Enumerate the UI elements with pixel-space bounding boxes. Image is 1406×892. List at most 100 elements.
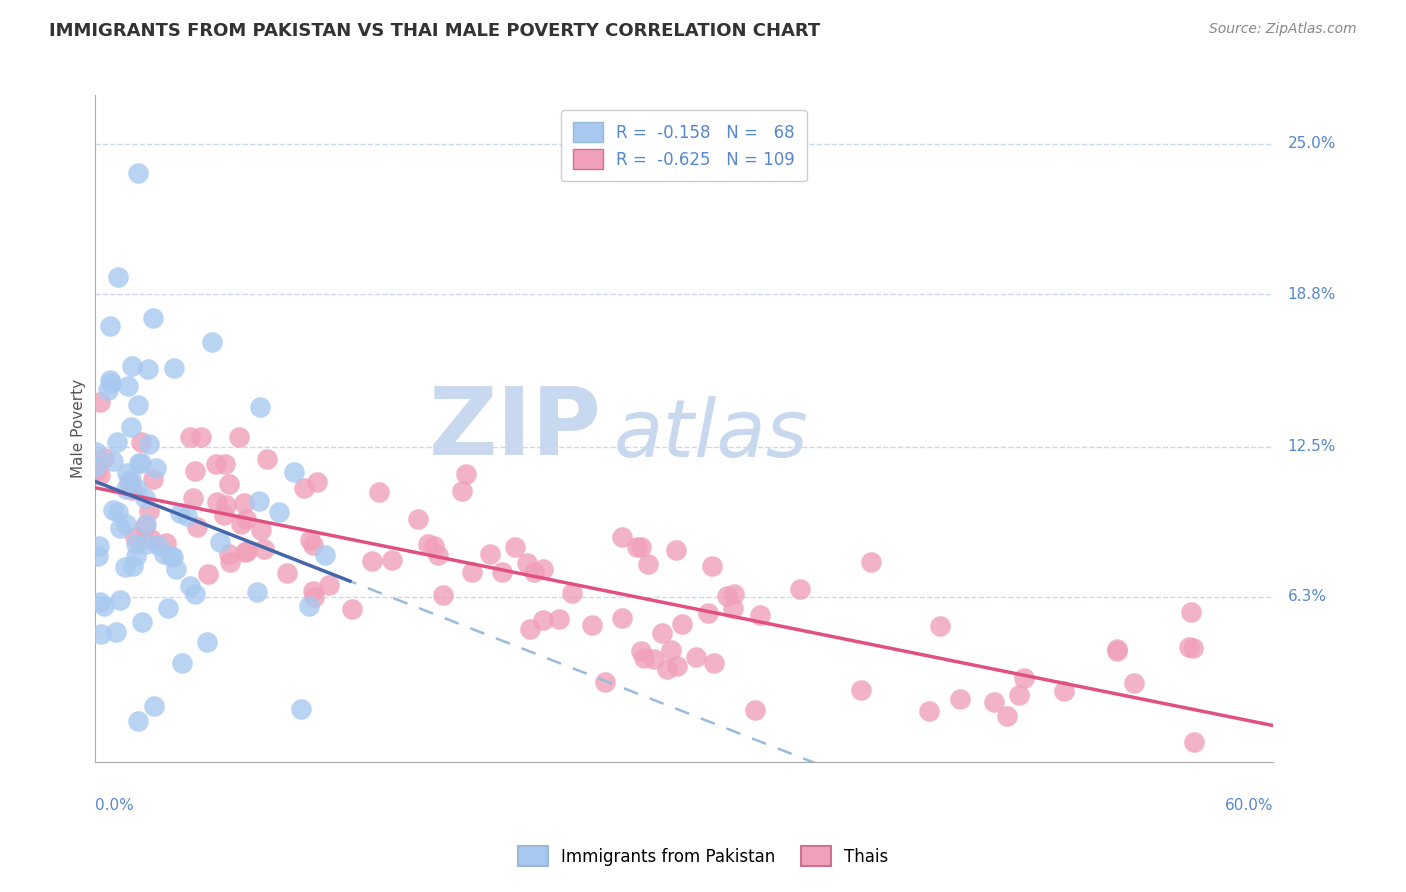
Point (235, 512, 257, 526)
Point (307, 475, 329, 490)
Point (162, 549, 184, 564)
Point (162, 361, 184, 376)
Point (212, 508, 235, 523)
Point (152, 548, 174, 562)
Point (208, 534, 231, 549)
Point (125, 482, 148, 496)
Point (292, 482, 315, 496)
Point (702, 559, 724, 574)
Point (232, 496, 254, 510)
Point (418, 537, 440, 551)
Point (276, 566, 298, 580)
Point (630, 540, 652, 554)
Point (105, 625, 128, 640)
Text: 25.0%: 25.0% (1288, 136, 1336, 152)
Point (651, 626, 673, 640)
Point (201, 335, 224, 350)
Point (361, 553, 384, 567)
Point (105, 435, 128, 450)
Point (531, 562, 554, 576)
Point (205, 458, 228, 472)
Text: atlas: atlas (613, 396, 808, 475)
Point (90, 627, 112, 641)
Point (929, 619, 952, 633)
Point (142, 699, 165, 714)
Point (228, 430, 250, 444)
Point (918, 704, 941, 718)
Point (129, 457, 152, 471)
Point (381, 553, 404, 567)
Point (135, 516, 157, 531)
Point (610, 611, 633, 625)
Point (231, 516, 253, 531)
Point (142, 472, 165, 486)
Text: Source: ZipAtlas.com: Source: ZipAtlas.com (1209, 22, 1357, 37)
Point (159, 549, 181, 564)
Point (491, 565, 513, 579)
Text: 6.3%: 6.3% (1288, 590, 1326, 605)
Point (859, 555, 882, 569)
Point (703, 657, 725, 671)
Point (125, 537, 148, 551)
Text: 12.5%: 12.5% (1288, 439, 1336, 454)
Point (267, 504, 290, 518)
Point (661, 642, 683, 657)
Point (314, 548, 336, 562)
Point (127, 398, 149, 412)
Point (139, 532, 162, 546)
Point (249, 401, 271, 415)
Point (197, 567, 219, 582)
Point (637, 557, 659, 571)
Point (1107, 644, 1129, 658)
Point (120, 419, 142, 434)
Point (1182, 735, 1205, 749)
Point (561, 585, 583, 599)
Text: 0.0%: 0.0% (94, 798, 134, 814)
Point (744, 703, 766, 717)
Point (548, 612, 571, 626)
Point (298, 533, 321, 548)
Legend: R =  -0.158   N =   68, R =  -0.625   N = 109: R = -0.158 N = 68, R = -0.625 N = 109 (561, 111, 807, 181)
Point (117, 378, 139, 392)
Point (342, 602, 364, 616)
Point (716, 589, 738, 603)
Point (1105, 641, 1128, 656)
Point (849, 682, 872, 697)
Point (108, 593, 131, 607)
Point (214, 457, 236, 471)
Point (721, 601, 744, 615)
Point (127, 714, 149, 728)
Point (181, 491, 204, 505)
Point (478, 547, 501, 561)
Point (169, 506, 191, 520)
Point (131, 615, 153, 629)
Point (249, 494, 271, 508)
Point (98, 318, 121, 333)
Point (233, 545, 256, 559)
Point (121, 483, 143, 497)
Point (87, 549, 110, 563)
Point (1182, 640, 1205, 655)
Point (176, 509, 198, 524)
Point (236, 543, 259, 558)
Point (368, 485, 391, 500)
Point (118, 475, 141, 490)
Point (523, 566, 546, 580)
Point (318, 578, 340, 592)
Point (155, 535, 177, 549)
Point (665, 542, 688, 557)
Point (89, 539, 111, 553)
Point (127, 166, 149, 180)
Point (671, 617, 693, 632)
Point (219, 555, 242, 569)
Point (253, 542, 276, 557)
Point (1012, 671, 1035, 685)
Point (114, 559, 136, 574)
Point (131, 435, 153, 450)
Legend: Immigrants from Pakistan, Thais: Immigrants from Pakistan, Thais (509, 838, 897, 875)
Point (249, 523, 271, 537)
Point (146, 538, 169, 552)
Point (138, 504, 160, 518)
Point (423, 540, 446, 554)
Point (93, 450, 115, 465)
